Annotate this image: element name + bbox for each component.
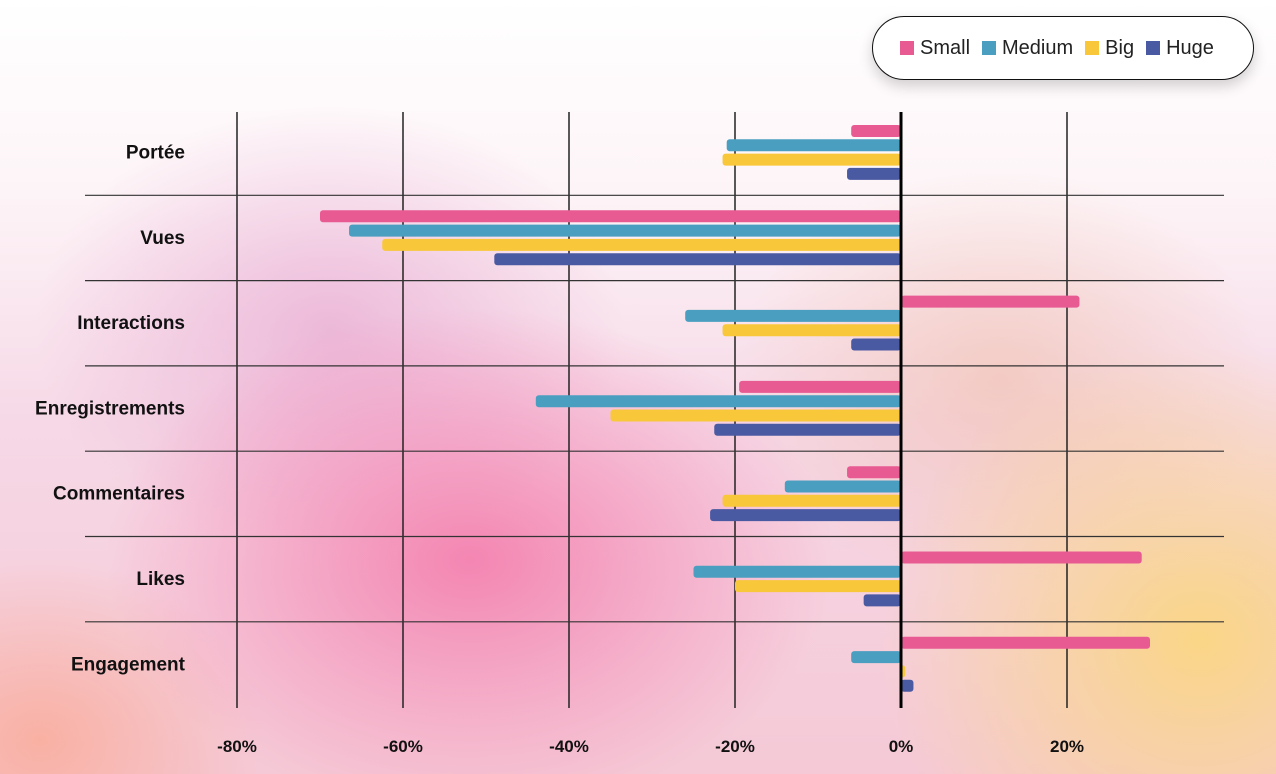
bar-big-0 [722, 153, 901, 166]
bar-big-1 [382, 238, 901, 251]
bar-huge-4 [710, 509, 901, 522]
legend-item-huge: Huge [1146, 37, 1214, 60]
bar-medium-3 [535, 395, 901, 408]
legend-item-small: Small [900, 37, 970, 60]
bar-medium-6 [851, 651, 901, 664]
bar-small-6 [901, 636, 1150, 649]
x-tick-label-0: -80% [217, 737, 257, 756]
bar-huge-1 [494, 253, 901, 266]
bar-small-1 [320, 210, 901, 223]
bar-medium-1 [349, 224, 901, 237]
x-tick-label-5: 20% [1050, 737, 1084, 756]
bar-big-2 [722, 324, 901, 337]
legend-label-small: Small [920, 36, 971, 59]
x-tick-label-3: -20% [715, 737, 755, 756]
bar-huge-5 [863, 594, 901, 607]
bar-big-3 [610, 409, 901, 422]
bar-huge-6 [901, 679, 914, 692]
bar-small-5 [901, 551, 1142, 564]
legend-item-big: Big [1085, 37, 1134, 60]
bar-small-0 [851, 125, 901, 137]
bar-huge-0 [847, 167, 901, 180]
bar-medium-0 [726, 139, 901, 152]
category-label-2: Interactions [77, 313, 185, 334]
category-label-0: Portée [126, 142, 185, 163]
bar-big-5 [735, 580, 901, 593]
bar-small-4 [847, 466, 901, 479]
bar-medium-4 [784, 480, 901, 493]
bar-huge-3 [714, 423, 901, 436]
legend-label-big: Big [1105, 36, 1135, 59]
category-label-5: Likes [136, 569, 185, 590]
bar-small-3 [739, 380, 901, 393]
bar-medium-5 [693, 565, 901, 578]
bar-medium-2 [685, 309, 901, 322]
legend-label-medium: Medium [1002, 36, 1074, 59]
x-tick-label-4: 0% [889, 737, 914, 756]
legend-label-huge: Huge [1166, 36, 1214, 59]
bar-huge-2 [851, 338, 901, 351]
x-tick-label-2: -40% [549, 737, 589, 756]
category-label-3: Enregistrements [35, 398, 185, 419]
category-label-4: Commentaires [53, 484, 185, 505]
category-label-6: Engagement [71, 654, 186, 675]
bar-big-4 [722, 494, 901, 507]
bar-small-2 [901, 295, 1080, 308]
legend-swatch-small [900, 41, 914, 55]
legend-item-medium: Medium [982, 37, 1073, 60]
legend-swatch-medium [982, 41, 997, 55]
category-label-1: Vues [140, 228, 185, 249]
legend-swatch-big [1085, 41, 1100, 55]
legend-swatch-huge [1146, 41, 1161, 55]
legend: Small Medium Big Huge [872, 16, 1254, 80]
x-tick-label-1: -60% [383, 737, 423, 756]
